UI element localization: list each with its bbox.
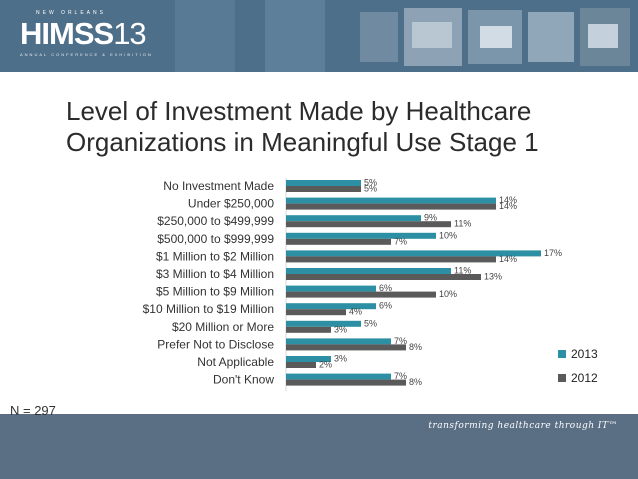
bar-2012	[286, 221, 451, 228]
category-label: $5 Million to $9 Million	[156, 285, 274, 299]
data-label-2012: 13%	[484, 272, 502, 282]
bar-2012	[286, 238, 391, 245]
category-label: $10 Million to $19 Million	[143, 302, 274, 316]
data-label-2012: 3%	[334, 324, 347, 334]
bar-2013	[286, 250, 541, 257]
header-photo-strip	[360, 8, 630, 66]
legend-swatch-2012	[558, 374, 566, 382]
data-label-2012: 8%	[409, 377, 422, 387]
data-label-2013: 14%	[499, 195, 517, 205]
category-label: Prefer Not to Disclose	[157, 337, 274, 351]
data-label-2013: 7%	[394, 336, 407, 346]
bar-2013	[286, 268, 451, 274]
banner-stripe	[265, 0, 325, 72]
bar-2013	[286, 215, 421, 222]
bar-2013	[286, 197, 496, 204]
data-label-2012: 7%	[394, 236, 407, 246]
data-label-2012: 2%	[319, 360, 332, 370]
bar-2012	[286, 379, 406, 386]
bar-2012	[286, 256, 496, 263]
category-label: $1 Million to $2 Million	[156, 249, 274, 263]
footer-tagline: transforming healthcare through IT™	[428, 421, 618, 431]
bar-2012	[286, 326, 331, 333]
data-label-2013: 6%	[379, 301, 392, 311]
data-label-2012: 5%	[364, 184, 377, 194]
data-label-2012: 10%	[439, 289, 457, 299]
data-label-2012: 4%	[349, 307, 362, 317]
legend-label-2013: 2013	[571, 347, 598, 361]
data-label-2012: 11%	[454, 219, 471, 229]
bar-2013	[286, 232, 436, 239]
photo-tile	[360, 12, 398, 62]
photo-highlight	[588, 24, 618, 48]
data-label-2013: 3%	[334, 354, 347, 364]
data-label-2012: 14%	[499, 201, 517, 211]
category-label: $500,000 to $999,999	[157, 232, 274, 246]
legend-label-2012: 2012	[571, 371, 598, 385]
category-label: Not Applicable	[197, 355, 274, 369]
logo-name: HIMSS	[20, 16, 114, 51]
himss-logo: NEW ORLEANS HIMSS13 ANNUAL CONFERENCE & …	[20, 6, 170, 66]
legend-swatch-2013	[558, 350, 566, 358]
data-label-2013: 6%	[379, 283, 392, 293]
data-label-2013: 17%	[544, 248, 562, 258]
data-label-2012: 8%	[409, 342, 422, 352]
header-banner: NEW ORLEANS HIMSS13 ANNUAL CONFERENCE & …	[0, 0, 638, 72]
photo-highlight	[480, 26, 512, 48]
category-label: Under $250,000	[188, 197, 274, 211]
bar-2012	[286, 203, 496, 210]
logo-year: 13	[113, 16, 146, 51]
bar-2012	[286, 362, 316, 368]
bar-2013	[286, 303, 376, 310]
bar-2013	[286, 320, 361, 327]
bar-2013	[286, 285, 376, 292]
sample-size-label: N = 297	[10, 403, 56, 418]
bar-2012	[286, 186, 361, 192]
data-label-2013: 9%	[424, 213, 437, 223]
logo-subtitle: ANNUAL CONFERENCE & EXHIBITION	[20, 52, 153, 57]
photo-highlight	[412, 22, 452, 48]
data-label-2013: 5%	[364, 318, 377, 328]
category-label: $3 Million to $4 Million	[156, 267, 274, 281]
banner-stripe	[175, 0, 235, 72]
logo-wordmark: HIMSS13	[20, 16, 147, 52]
category-label: Don't Know	[213, 373, 274, 387]
bar-2013	[286, 373, 391, 380]
data-label-2012: 14%	[499, 254, 517, 264]
category-label: $20 Million or More	[172, 320, 274, 334]
bar-2012	[286, 309, 346, 316]
bar-2012	[286, 274, 481, 280]
data-label-2013: 5%	[364, 178, 377, 188]
bar-2012	[286, 344, 406, 351]
category-label: $250,000 to $499,999	[157, 214, 274, 228]
bar-2012	[286, 291, 436, 298]
photo-tile	[528, 12, 574, 62]
footer-banner: transforming healthcare through IT™	[0, 414, 638, 479]
bar-2013	[286, 338, 391, 345]
data-label-2013: 11%	[454, 266, 471, 276]
data-label-2013: 7%	[394, 371, 407, 381]
chart-title: Level of Investment Made by Healthcare O…	[66, 96, 539, 157]
logo-city: NEW ORLEANS	[36, 10, 106, 16]
data-label-2013: 10%	[439, 230, 457, 240]
bar-2013	[286, 356, 331, 362]
category-label: No Investment Made	[163, 179, 274, 193]
bar-2013	[286, 180, 361, 186]
